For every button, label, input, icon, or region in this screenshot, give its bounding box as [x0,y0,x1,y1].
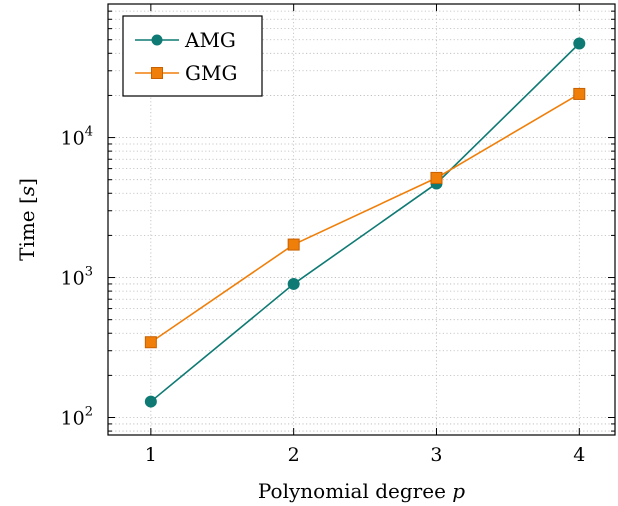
legend-label: GMG [185,61,237,85]
series-layer [144,37,586,408]
data-point [573,37,586,50]
data-point [573,87,586,100]
series-gmg [144,87,586,349]
y-tick-label: 102 [61,405,93,430]
y-tick-exponent: 3 [85,265,93,280]
y-tick-base: 10 [61,128,85,150]
y-axis-label: Time [s] [15,178,39,261]
legend-entry-gmg: GMG [135,61,237,85]
legend-entry-amg: AMG [135,28,236,52]
x-tick-label: 3 [430,444,442,466]
x-tick-label: 4 [573,444,585,466]
y-axis-unit: s [15,186,39,196]
y-axis-close-bracket: ] [15,178,39,186]
series-line [150,42,580,403]
legend-marker [151,67,163,79]
data-point [430,171,443,184]
y-tick-base: 10 [61,268,85,290]
x-tick-label: 2 [288,444,300,466]
data-point [144,395,157,408]
x-tick-label: 1 [145,444,157,466]
legend-box [122,15,263,97]
y-axis-label-text: Time [15,210,39,261]
data-point [287,277,300,290]
series-amg [144,37,586,408]
y-tick-base: 10 [61,408,85,430]
y-tick-exponent: 4 [85,125,93,140]
data-point [144,336,157,349]
y-tick-exponent: 2 [85,405,93,420]
x-axis-label-text: Polynomial degree [258,479,446,503]
y-axis-open-bracket: [ [15,196,39,210]
y-tick-label: 104 [61,125,93,150]
x-axis-variable: p [452,479,465,503]
series-line [150,93,580,343]
plot-frame [107,3,616,436]
data-point [287,238,300,251]
x-axis-label: Polynomial degree p [258,479,465,503]
legend: AMG GMG [122,15,263,97]
legend-label: AMG [184,28,236,52]
legend-marker [151,34,163,46]
y-tick-label: 103 [61,265,93,290]
